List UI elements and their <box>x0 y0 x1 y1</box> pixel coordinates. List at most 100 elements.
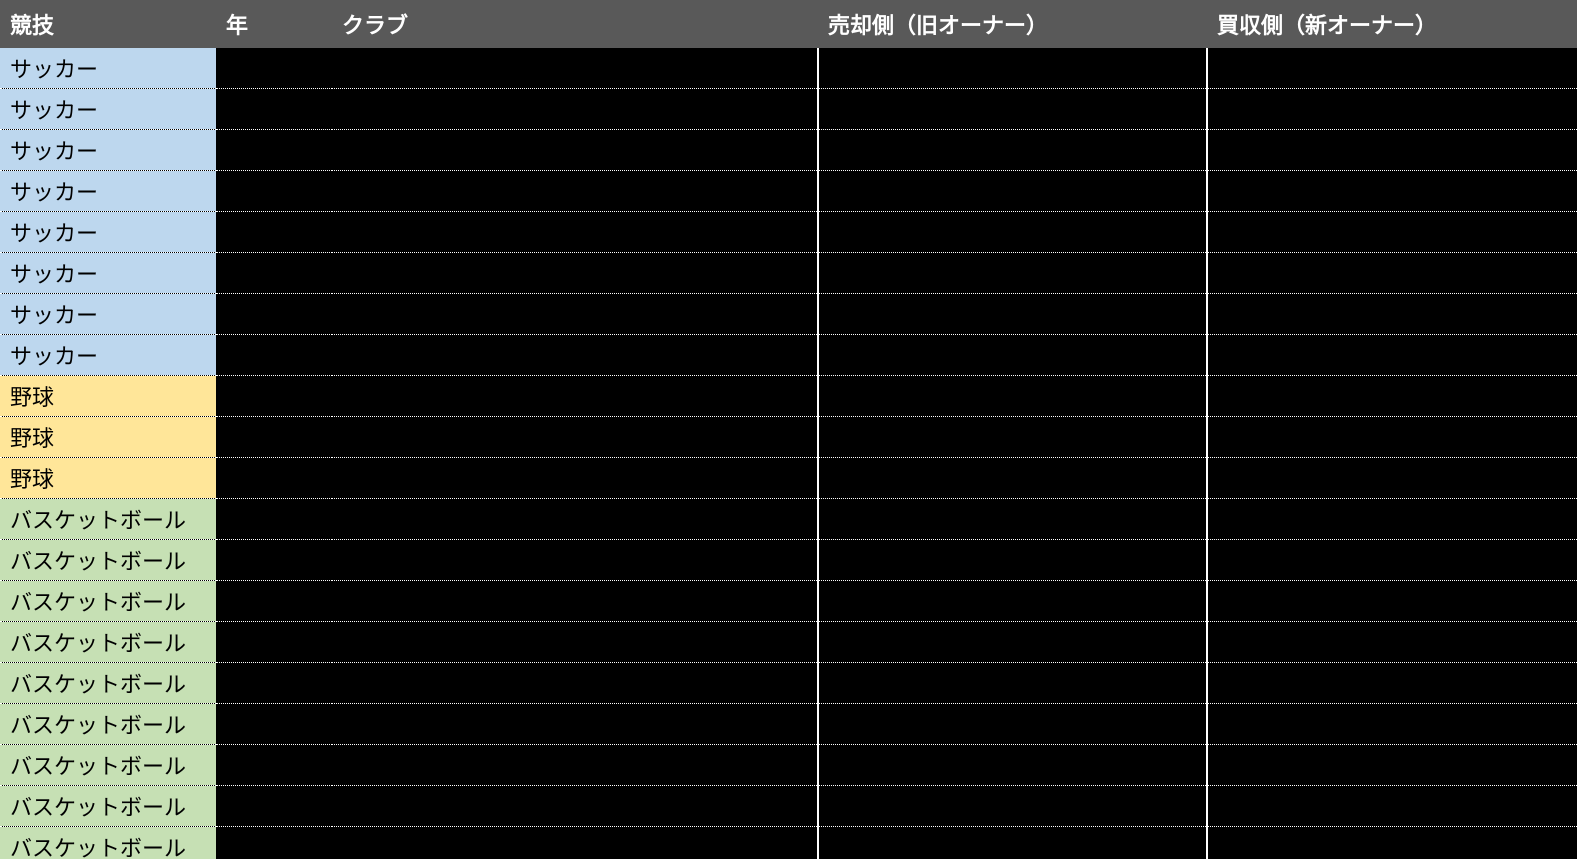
header-club[interactable]: クラブ <box>332 0 818 48</box>
cell-sport[interactable]: バスケットボール <box>0 663 216 704</box>
cell-year[interactable] <box>216 253 332 294</box>
table-row[interactable]: バスケットボール <box>0 540 1577 581</box>
cell-buyer[interactable] <box>1207 499 1577 540</box>
table-row[interactable]: サッカー <box>0 130 1577 171</box>
cell-year[interactable] <box>216 89 332 130</box>
cell-club[interactable] <box>332 130 818 171</box>
cell-year[interactable] <box>216 171 332 212</box>
cell-year[interactable] <box>216 499 332 540</box>
cell-club[interactable] <box>332 417 818 458</box>
cell-club[interactable] <box>332 376 818 417</box>
cell-buyer[interactable] <box>1207 48 1577 89</box>
table-row[interactable]: サッカー <box>0 48 1577 89</box>
cell-year[interactable] <box>216 704 332 745</box>
cell-buyer[interactable] <box>1207 212 1577 253</box>
cell-seller[interactable] <box>818 130 1207 171</box>
cell-club[interactable] <box>332 745 818 786</box>
cell-buyer[interactable] <box>1207 376 1577 417</box>
cell-sport[interactable]: サッカー <box>0 89 216 130</box>
cell-club[interactable] <box>332 89 818 130</box>
cell-year[interactable] <box>216 458 332 499</box>
table-row[interactable]: バスケットボール <box>0 499 1577 540</box>
cell-club[interactable] <box>332 212 818 253</box>
cell-seller[interactable] <box>818 786 1207 827</box>
cell-buyer[interactable] <box>1207 704 1577 745</box>
cell-buyer[interactable] <box>1207 89 1577 130</box>
cell-sport[interactable]: サッカー <box>0 171 216 212</box>
cell-seller[interactable] <box>818 171 1207 212</box>
cell-seller[interactable] <box>818 335 1207 376</box>
cell-seller[interactable] <box>818 827 1207 859</box>
table-row[interactable]: バスケットボール <box>0 745 1577 786</box>
cell-sport[interactable]: バスケットボール <box>0 745 216 786</box>
cell-buyer[interactable] <box>1207 745 1577 786</box>
cell-seller[interactable] <box>818 704 1207 745</box>
cell-club[interactable] <box>332 48 818 89</box>
cell-year[interactable] <box>216 417 332 458</box>
cell-buyer[interactable] <box>1207 786 1577 827</box>
table-row[interactable]: サッカー <box>0 294 1577 335</box>
cell-sport[interactable]: 野球 <box>0 458 216 499</box>
cell-sport[interactable]: サッカー <box>0 294 216 335</box>
cell-year[interactable] <box>216 130 332 171</box>
cell-club[interactable] <box>332 499 818 540</box>
table-row[interactable]: 野球 <box>0 417 1577 458</box>
cell-year[interactable] <box>216 376 332 417</box>
cell-sport[interactable]: サッカー <box>0 130 216 171</box>
cell-club[interactable] <box>332 458 818 499</box>
cell-year[interactable] <box>216 335 332 376</box>
cell-year[interactable] <box>216 48 332 89</box>
cell-buyer[interactable] <box>1207 622 1577 663</box>
table-row[interactable]: バスケットボール <box>0 827 1577 859</box>
cell-year[interactable] <box>216 745 332 786</box>
cell-club[interactable] <box>332 581 818 622</box>
table-row[interactable]: サッカー <box>0 335 1577 376</box>
cell-buyer[interactable] <box>1207 335 1577 376</box>
cell-seller[interactable] <box>818 417 1207 458</box>
cell-club[interactable] <box>332 253 818 294</box>
cell-sport[interactable]: バスケットボール <box>0 827 216 859</box>
cell-club[interactable] <box>332 540 818 581</box>
cell-buyer[interactable] <box>1207 540 1577 581</box>
cell-buyer[interactable] <box>1207 294 1577 335</box>
cell-club[interactable] <box>332 827 818 859</box>
cell-sport[interactable]: サッカー <box>0 212 216 253</box>
cell-sport[interactable]: サッカー <box>0 48 216 89</box>
header-year[interactable]: 年 <box>216 0 332 48</box>
cell-seller[interactable] <box>818 294 1207 335</box>
cell-year[interactable] <box>216 212 332 253</box>
cell-buyer[interactable] <box>1207 253 1577 294</box>
cell-sport[interactable]: 野球 <box>0 417 216 458</box>
cell-sport[interactable]: バスケットボール <box>0 622 216 663</box>
cell-year[interactable] <box>216 294 332 335</box>
table-row[interactable]: サッカー <box>0 212 1577 253</box>
header-buyer[interactable]: 買収側（新オーナー） <box>1207 0 1577 48</box>
cell-buyer[interactable] <box>1207 827 1577 859</box>
cell-seller[interactable] <box>818 622 1207 663</box>
cell-year[interactable] <box>216 827 332 859</box>
cell-seller[interactable] <box>818 581 1207 622</box>
cell-seller[interactable] <box>818 499 1207 540</box>
cell-sport[interactable]: バスケットボール <box>0 786 216 827</box>
cell-seller[interactable] <box>818 745 1207 786</box>
cell-buyer[interactable] <box>1207 130 1577 171</box>
cell-club[interactable] <box>332 663 818 704</box>
cell-seller[interactable] <box>818 540 1207 581</box>
cell-club[interactable] <box>332 786 818 827</box>
cell-sport[interactable]: バスケットボール <box>0 540 216 581</box>
table-row[interactable]: サッカー <box>0 253 1577 294</box>
cell-year[interactable] <box>216 663 332 704</box>
cell-club[interactable] <box>332 171 818 212</box>
header-seller[interactable]: 売却側（旧オーナー） <box>818 0 1207 48</box>
header-sport[interactable]: 競技 <box>0 0 216 48</box>
cell-sport[interactable]: バスケットボール <box>0 581 216 622</box>
cell-year[interactable] <box>216 540 332 581</box>
table-row[interactable]: バスケットボール <box>0 622 1577 663</box>
table-row[interactable]: バスケットボール <box>0 704 1577 745</box>
cell-seller[interactable] <box>818 89 1207 130</box>
cell-year[interactable] <box>216 786 332 827</box>
cell-sport[interactable]: 野球 <box>0 376 216 417</box>
cell-buyer[interactable] <box>1207 171 1577 212</box>
cell-sport[interactable]: サッカー <box>0 335 216 376</box>
cell-club[interactable] <box>332 335 818 376</box>
